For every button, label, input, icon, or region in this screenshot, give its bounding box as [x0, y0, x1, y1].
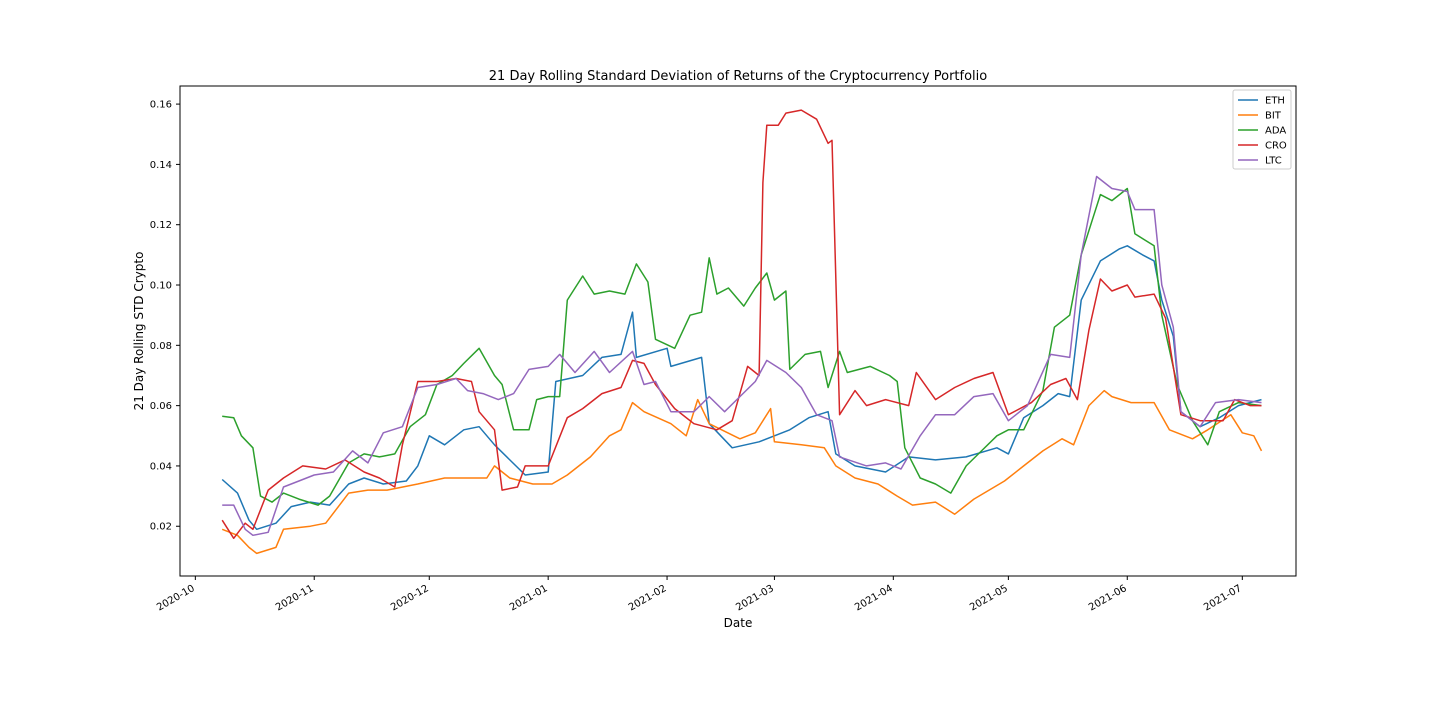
y-tick-label: 0.04 — [150, 461, 172, 472]
series-line-ltc — [222, 175, 1262, 537]
y-tick-label: 0.06 — [150, 401, 172, 412]
y-tick-label: 0.02 — [150, 522, 172, 533]
legend-label-ada: ADA — [1265, 126, 1286, 137]
legend-box — [1232, 89, 1292, 170]
y-tick-label: 0.16 — [150, 100, 172, 111]
x-tick-label: 2021-01 — [508, 583, 550, 613]
x-axis-title: Date — [724, 616, 753, 630]
x-tick-label: 2021-02 — [627, 583, 669, 613]
x-tick-label: 2021-03 — [734, 583, 776, 613]
x-tick-label: 2021-07 — [1202, 583, 1244, 613]
legend-label-eth: ETH — [1265, 96, 1285, 107]
x-tick-label: 2020-12 — [389, 583, 431, 613]
y-axis-title: 21 Day Rolling STD Crypto — [132, 252, 146, 411]
legend-label-bit: BIT — [1265, 111, 1282, 122]
y-tick-label: 0.14 — [150, 160, 172, 171]
x-tick-label: 2020-10 — [155, 583, 197, 613]
x-tick-label: 2021-05 — [968, 583, 1010, 613]
series-lines — [221, 109, 1263, 555]
x-axis: 2020-10 2020-11 2020-12 2021-01 2021-02 2021-… — [155, 576, 1244, 613]
legend: ETH BIT ADA CRO LTC — [1232, 89, 1292, 170]
y-tick-label: 0.08 — [150, 341, 172, 352]
series-line-cro — [221, 109, 1262, 540]
legend-label-ltc: LTC — [1265, 156, 1282, 167]
series-line-ada — [222, 187, 1262, 506]
x-tick-label: 2021-04 — [853, 583, 895, 613]
y-axis: 0.02 0.04 0.06 0.08 0.10 0.12 0.14 0.16 — [150, 100, 180, 533]
x-tick-label: 2021-06 — [1087, 583, 1129, 613]
x-tick-label: 2020-11 — [274, 583, 316, 613]
legend-label-cro: CRO — [1265, 141, 1287, 152]
series-line-bit — [221, 389, 1263, 555]
y-tick-label: 0.10 — [150, 281, 172, 292]
y-tick-label: 0.12 — [150, 220, 172, 231]
plot-area-frame — [179, 85, 1297, 577]
chart-title: 21 Day Rolling Standard Deviation of Ret… — [489, 69, 987, 84]
